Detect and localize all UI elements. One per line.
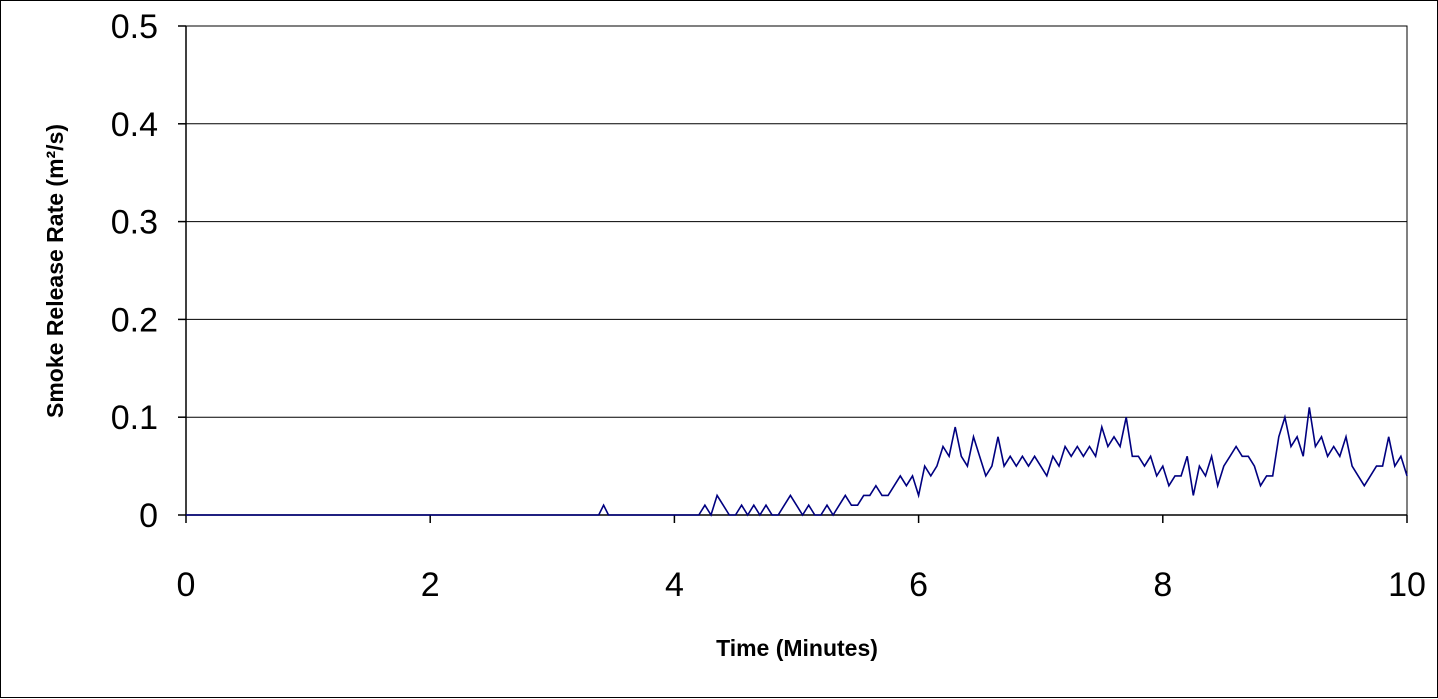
tick-labels: 0 0.1 0.2 0.3 0.4 0.5 0 2 4 6 8 10 [111, 8, 1426, 604]
y-tick-label: 0.5 [111, 8, 158, 46]
plot-area [185, 25, 1408, 516]
x-tick-label: 2 [421, 566, 440, 604]
series-line [186, 407, 1408, 517]
y-axis-title: Smoke Release Rate (m²/s) [42, 124, 68, 418]
y-tick-label: 0.2 [111, 301, 158, 339]
y-tick-label: 0 [139, 497, 158, 535]
x-axis-title: Time (Minutes) [716, 635, 878, 661]
y-tick-label: 0.3 [111, 204, 158, 242]
x-tick-label: 8 [1153, 566, 1172, 604]
y-tick-label: 0.4 [111, 106, 158, 144]
x-tick-label: 6 [909, 566, 928, 604]
x-tick-label: 10 [1388, 566, 1426, 604]
x-tick-label: 0 [177, 566, 196, 604]
x-tick-label: 4 [665, 566, 684, 604]
y-tick-label: 0.1 [111, 399, 158, 437]
gridlines [186, 25, 1407, 418]
series-layer [186, 407, 1408, 517]
axes [178, 25, 1408, 523]
